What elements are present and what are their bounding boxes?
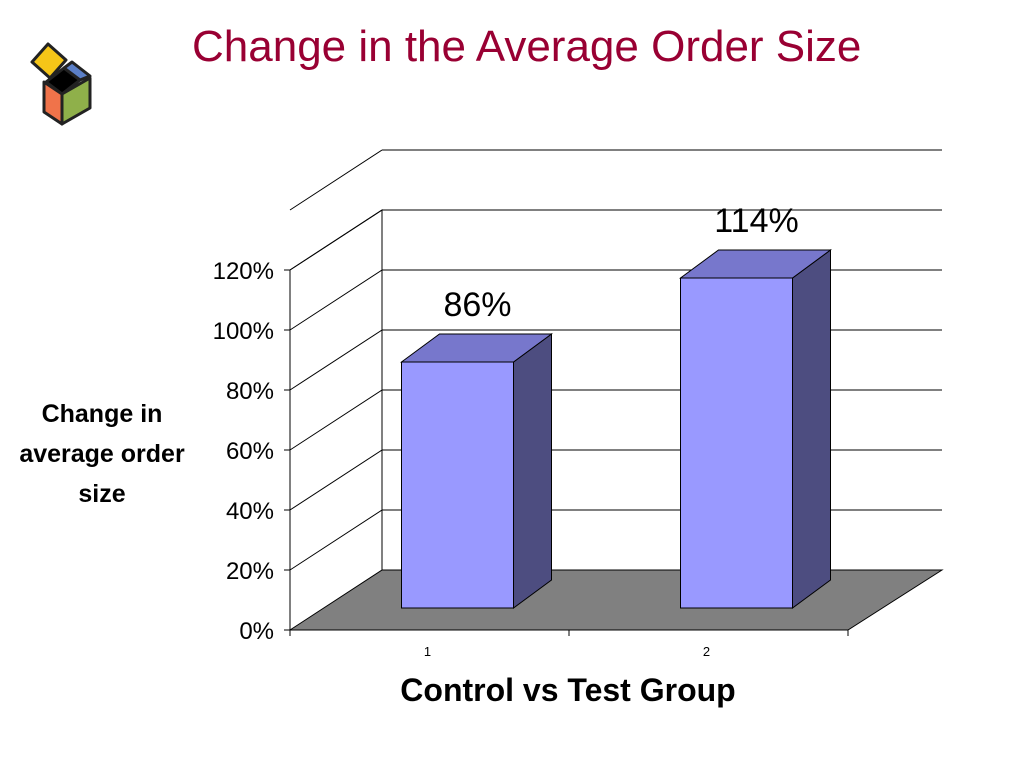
x-tick-label: 1 xyxy=(424,644,431,659)
gridline-diagonal xyxy=(289,269,383,331)
y-tick-label: 80% xyxy=(226,378,274,405)
slide-title: Change in the Average Order Size xyxy=(192,22,862,71)
gridline-diagonal xyxy=(289,509,383,571)
bar-front xyxy=(680,277,793,609)
gridline-diagonal xyxy=(289,329,383,391)
y-tick-label: 20% xyxy=(226,558,274,585)
y-tick-label: 100% xyxy=(213,318,274,345)
data-label: 114% xyxy=(714,202,798,240)
y-tick-label: 60% xyxy=(226,438,274,465)
bar-side xyxy=(792,249,831,609)
y-tick-label: 120% xyxy=(213,258,274,285)
y-axis-label: Change in average order size xyxy=(19,400,185,508)
bar-top xyxy=(399,333,554,363)
bar-top xyxy=(678,249,833,279)
y-tick-label: 40% xyxy=(226,498,274,525)
gridline-diagonal xyxy=(289,209,383,271)
gridline-diagonal xyxy=(289,389,383,451)
gridline-diagonal xyxy=(289,149,383,211)
gridline-diagonal xyxy=(289,449,383,511)
x-axis-label: Control vs Test Group xyxy=(400,672,736,708)
chart-floor xyxy=(288,569,944,631)
cube-logo-icon xyxy=(28,38,98,133)
data-label: 86% xyxy=(443,286,511,324)
y-tick-label: 0% xyxy=(239,618,274,645)
bar-front xyxy=(401,361,514,609)
bar-side xyxy=(513,333,552,609)
x-tick-label: 2 xyxy=(703,644,710,659)
